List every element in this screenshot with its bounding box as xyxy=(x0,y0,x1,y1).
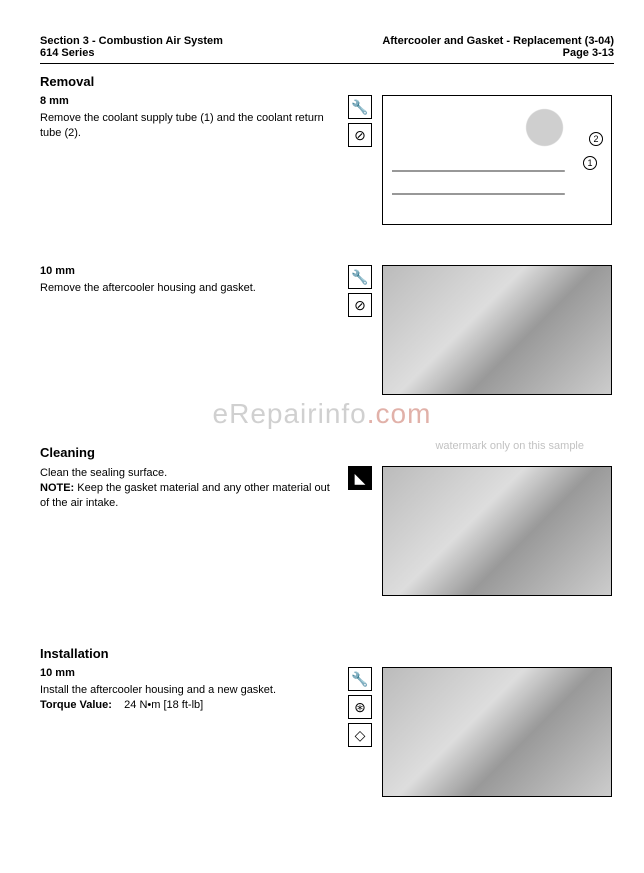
section-line: Section 3 - Combustion Air System xyxy=(40,35,223,47)
figure-installation xyxy=(382,667,612,797)
callout-1: 1 xyxy=(583,156,597,170)
topic-line: Aftercooler and Gasket - Replacement (3-… xyxy=(382,35,614,47)
page-number: Page 3-13 xyxy=(382,47,614,59)
wrench-icon: 🔧 xyxy=(348,667,372,691)
wrench-size-2: 10 mm xyxy=(40,265,340,277)
figure-removal-2 xyxy=(382,265,612,395)
installation-text: Install the aftercooler housing and a ne… xyxy=(40,683,340,698)
wrench-icon: 🔧 xyxy=(348,95,372,119)
wrench-icon: 🔧 xyxy=(348,265,372,289)
series-line: 614 Series xyxy=(40,47,223,59)
nodrip-icon: ⊘ xyxy=(348,293,372,317)
torque-line: Torque Value: 24 N•m [18 ft-lb] xyxy=(40,698,340,713)
torque-icon: ⊛ xyxy=(348,695,372,719)
watermark: eRepairinfo.com xyxy=(0,398,644,430)
cleaning-note: NOTE: Keep the gasket material and any o… xyxy=(40,481,340,511)
wrench-size: 8 mm xyxy=(40,95,340,107)
removal-title: Removal xyxy=(40,74,614,89)
installation-section: Installation 10 mm Install the aftercool… xyxy=(40,646,614,797)
clean-icon: ◣ xyxy=(348,466,372,490)
header-left: Section 3 - Combustion Air System 614 Se… xyxy=(40,35,223,59)
torque-value: 24 N•m [18 ft-lb] xyxy=(112,699,203,711)
removal-section: Removal 8 mm Remove the coolant supply t… xyxy=(40,74,614,225)
header-right: Aftercooler and Gasket - Replacement (3-… xyxy=(382,35,614,59)
wrench-size-3: 10 mm xyxy=(40,667,340,679)
cleaning-title: Cleaning xyxy=(40,445,614,460)
installation-title: Installation xyxy=(40,646,614,661)
cleaning-text1: Clean the sealing surface. xyxy=(40,466,340,481)
nodrip-icon: ⊘ xyxy=(348,123,372,147)
watermark-main-a: eRepairinfo xyxy=(213,398,367,429)
cleaning-section: Cleaning Clean the sealing surface. NOTE… xyxy=(40,445,614,596)
removal2-text: Remove the aftercooler housing and gaske… xyxy=(40,281,340,296)
note-label: NOTE: xyxy=(40,482,74,494)
header-rule xyxy=(40,63,614,64)
figure-cleaning xyxy=(382,466,612,596)
seal-icon: ◇ xyxy=(348,723,372,747)
watermark-main-b: .com xyxy=(367,398,432,429)
callout-2: 2 xyxy=(589,132,603,146)
note-text: Keep the gasket material and any other m… xyxy=(40,482,330,509)
removal2-section: 10 mm Remove the aftercooler housing and… xyxy=(40,265,614,395)
page-header: Section 3 - Combustion Air System 614 Se… xyxy=(40,35,614,59)
figure-removal-1: 2 1 xyxy=(382,95,612,225)
removal-text: Remove the coolant supply tube (1) and t… xyxy=(40,111,340,141)
torque-label: Torque Value: xyxy=(40,699,112,711)
